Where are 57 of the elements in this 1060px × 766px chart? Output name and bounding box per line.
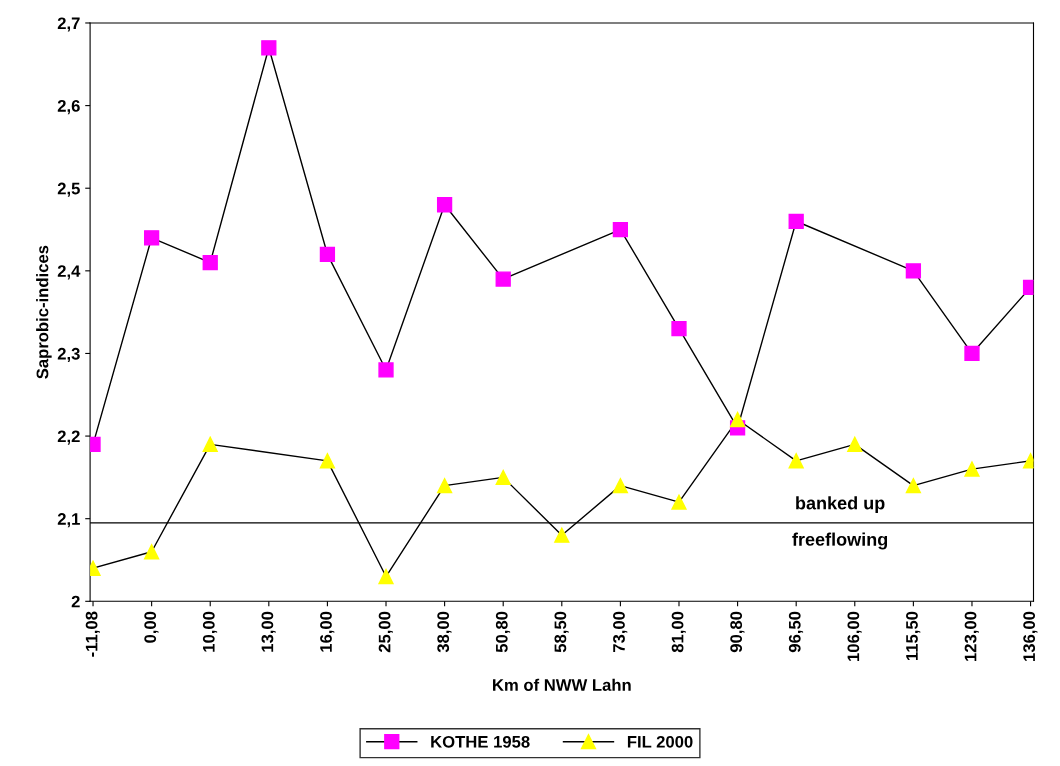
point	[495, 469, 511, 486]
point	[964, 461, 980, 477]
point	[319, 246, 336, 262]
point	[729, 411, 746, 428]
point	[905, 263, 922, 279]
point	[261, 40, 277, 56]
point	[143, 230, 160, 246]
y-tick-label: 2,6	[57, 100, 80, 115]
x-tick-label: 16,00	[320, 611, 335, 652]
y-tick-label: 2,1	[57, 513, 80, 528]
x-tick-label: 73,00	[613, 611, 628, 653]
x-tick-label: 106,00	[847, 611, 862, 661]
x-tick-label: 50,80	[495, 611, 511, 653]
x-tick-label: 96,50	[788, 611, 804, 653]
point	[202, 436, 218, 452]
annotation: freeflowing	[792, 532, 888, 550]
point	[554, 527, 570, 543]
point	[905, 478, 922, 494]
point	[788, 213, 804, 229]
x-tick-label: 10,00	[202, 611, 218, 652]
point	[319, 453, 336, 469]
legend-label: KOTHE 1958	[431, 735, 530, 748]
x-tick-label: 115,50	[906, 611, 921, 661]
legend-label: FIL 2000	[627, 735, 693, 748]
point	[847, 436, 863, 452]
x-tick-label: 38,00	[437, 611, 452, 653]
y-tick-label: 2,7	[57, 17, 80, 32]
y-axis-title: Saprobic-indices	[36, 245, 52, 379]
y-tick-label: 2,5	[57, 182, 80, 197]
point	[671, 494, 687, 510]
y-tick-label: 2,2	[57, 430, 80, 445]
annotation: banked up	[796, 496, 885, 514]
point	[436, 478, 453, 494]
x-tick-label: 123,00	[964, 611, 979, 661]
x-tick-label: 81,00	[671, 611, 686, 653]
x-axis-title: Km of NWW Lahn	[493, 678, 631, 691]
point	[612, 478, 629, 494]
point	[378, 362, 394, 378]
y-tick-label: 2,3	[57, 347, 80, 363]
point	[612, 221, 629, 238]
point	[436, 197, 453, 213]
x-tick-label: 90,80	[730, 611, 745, 653]
point	[495, 271, 511, 287]
x-tick-label: 13,00	[261, 611, 276, 652]
point	[964, 345, 980, 362]
x-tick-label: 136,00	[1023, 611, 1038, 661]
point	[202, 254, 218, 271]
x-tick-label: -11,08	[85, 611, 100, 657]
y-tick-label: 2	[71, 595, 80, 608]
x-tick-label: 25,00	[378, 611, 393, 653]
point	[671, 321, 687, 337]
x-tick-label: 0,00	[144, 611, 159, 643]
point	[143, 544, 160, 560]
x-tick-label: 58,50	[554, 611, 569, 653]
point	[378, 568, 394, 585]
point	[788, 453, 804, 469]
y-tick-label: 2,4	[57, 265, 81, 280]
